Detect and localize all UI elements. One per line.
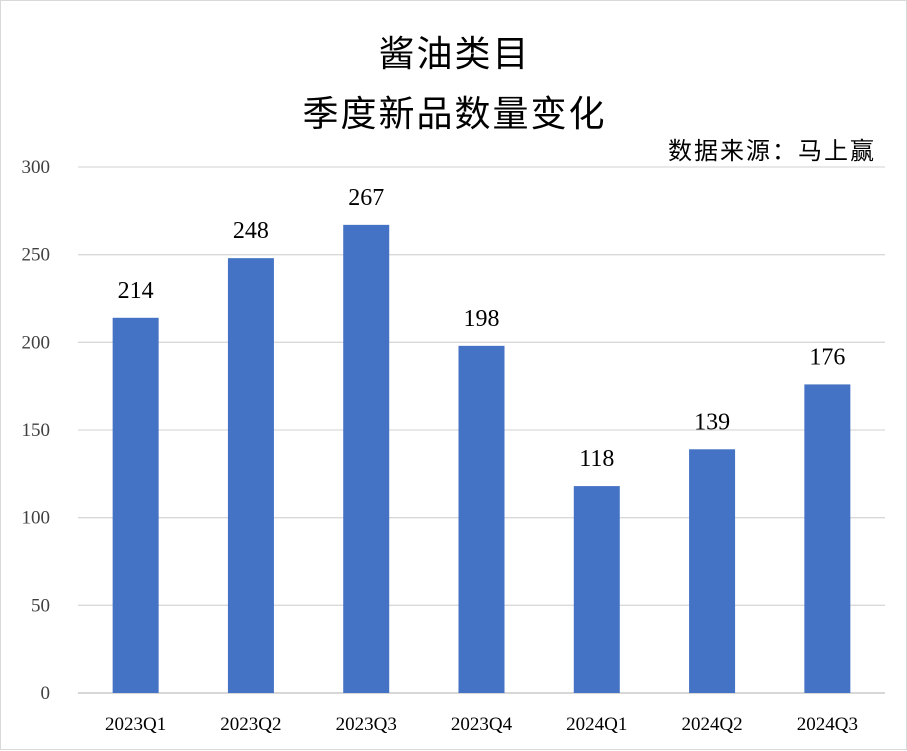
y-tick-label: 0 <box>41 683 51 704</box>
x-tick-label: 2024Q2 <box>681 714 742 735</box>
bar <box>227 258 274 693</box>
x-tick-label: 2024Q3 <box>797 714 858 735</box>
data-label: 214 <box>118 278 154 304</box>
y-tick-label: 250 <box>22 245 51 266</box>
data-label: 118 <box>579 446 614 472</box>
y-tick-label: 200 <box>22 332 51 353</box>
data-label: 248 <box>233 218 269 244</box>
bar <box>573 486 620 693</box>
source-note: 数据来源：马上赢 <box>668 137 876 165</box>
chart-title-line-1: 酱油类目 <box>378 34 531 75</box>
x-tick-label: 2024Q1 <box>566 714 627 735</box>
data-label: 139 <box>694 409 730 435</box>
data-label: 176 <box>809 344 845 370</box>
bar <box>458 345 505 693</box>
data-label: 267 <box>348 185 384 211</box>
x-tick-label: 2023Q2 <box>220 714 281 735</box>
x-tick-label: 2023Q3 <box>336 714 397 735</box>
chart-title-line-2: 季度新品数量变化 <box>302 94 607 135</box>
bar <box>112 317 159 693</box>
y-tick-label: 100 <box>22 508 51 529</box>
bar <box>343 224 390 694</box>
bar <box>689 449 736 693</box>
data-label: 198 <box>464 306 500 332</box>
x-tick-label: 2023Q4 <box>451 714 513 735</box>
bar <box>804 384 851 693</box>
x-tick-label: 2023Q1 <box>105 714 166 735</box>
y-tick-label: 150 <box>22 420 51 441</box>
y-tick-label: 50 <box>31 595 50 616</box>
y-tick-label: 300 <box>22 157 51 178</box>
